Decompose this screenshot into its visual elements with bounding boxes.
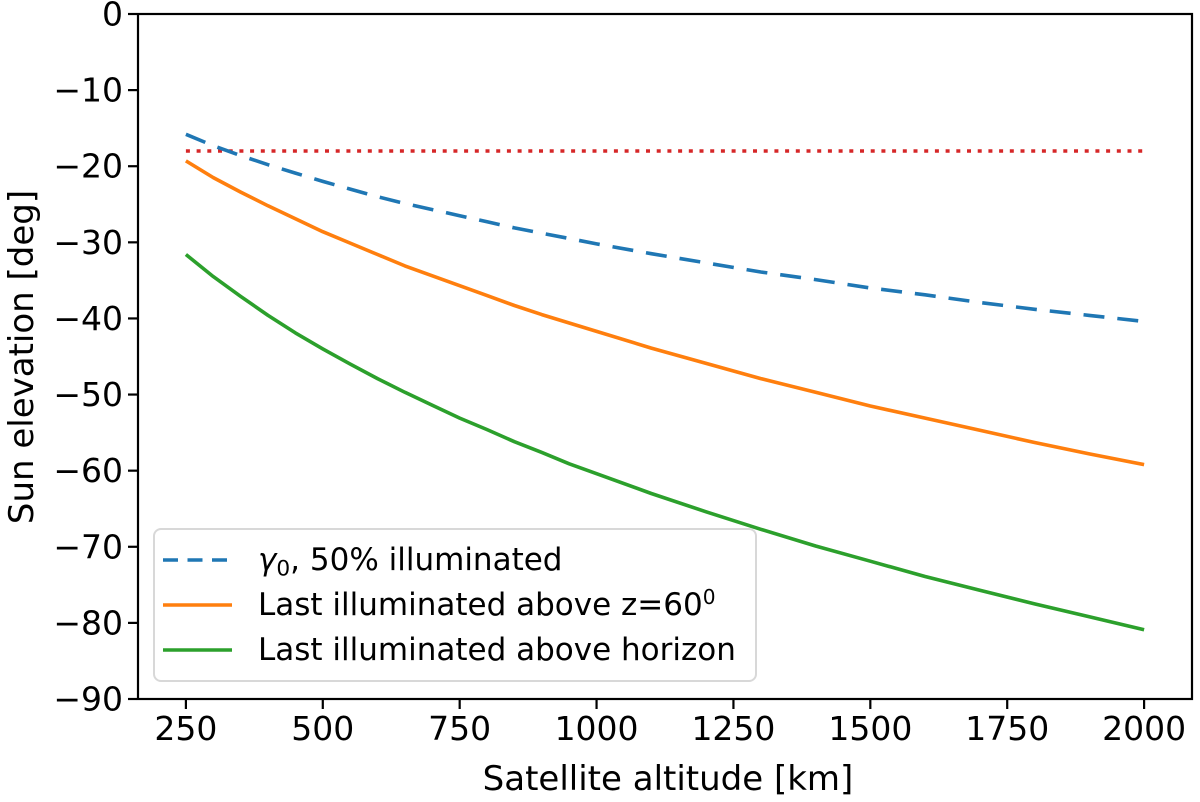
x-tick-label: 750 <box>428 709 491 748</box>
y-tick-label: 0 <box>102 0 123 34</box>
x-tick-label: 250 <box>154 709 217 748</box>
legend-label-horizon: Last illuminated above horizon <box>258 631 736 668</box>
y-tick-label: −70 <box>53 527 123 566</box>
legend-sample-dashed-line <box>163 558 232 562</box>
y-tick-label: −40 <box>53 299 123 338</box>
series-line-last-illuminated-horizon <box>184 253 1145 632</box>
y-tick-label: −80 <box>53 603 123 642</box>
legend: γ0, 50% illuminated Last illuminated abo… <box>153 528 757 682</box>
y-tick-label: −50 <box>53 375 123 414</box>
x-tick-label: 500 <box>291 709 354 748</box>
x-tick-label: 1000 <box>555 709 639 748</box>
legend-label-z60: Last illuminated above z=600 <box>258 584 716 623</box>
series-line-gamma0 <box>185 132 1145 324</box>
y-tick-label: −10 <box>53 71 123 110</box>
y-tick-label: −30 <box>53 223 123 262</box>
plot-layer: 250 500 750 1000 1250 1500 1750 2000 0 −10 −20 −30 −… <box>53 0 1186 748</box>
legend-label-gamma0: γ0, 50% illuminated <box>258 541 563 582</box>
x-tick-label: 1750 <box>965 709 1049 748</box>
axes-spines <box>136 12 1194 701</box>
legend-entry-horizon: Last illuminated above horizon <box>163 633 745 667</box>
y-tick-label: −90 <box>53 680 123 719</box>
legend-entry-z60: Last illuminated above z=600 <box>163 584 745 623</box>
y-tick-label: −20 <box>53 147 123 186</box>
legend-sample-solid-orange-line <box>163 603 232 607</box>
y-tick-label: −60 <box>53 451 123 490</box>
x-tick-label: 1250 <box>691 709 775 748</box>
x-tick-label: 1500 <box>828 709 912 748</box>
series-line-last-illuminated-z60 <box>184 159 1145 467</box>
legend-entry-gamma0: γ0, 50% illuminated <box>163 541 745 582</box>
x-axis-label: Satellite altitude [km] <box>483 759 854 799</box>
y-axis-label: Sun elevation [deg] <box>2 190 42 524</box>
legend-sample-solid-green-line <box>163 648 232 652</box>
x-tick-label: 2000 <box>1102 709 1186 748</box>
